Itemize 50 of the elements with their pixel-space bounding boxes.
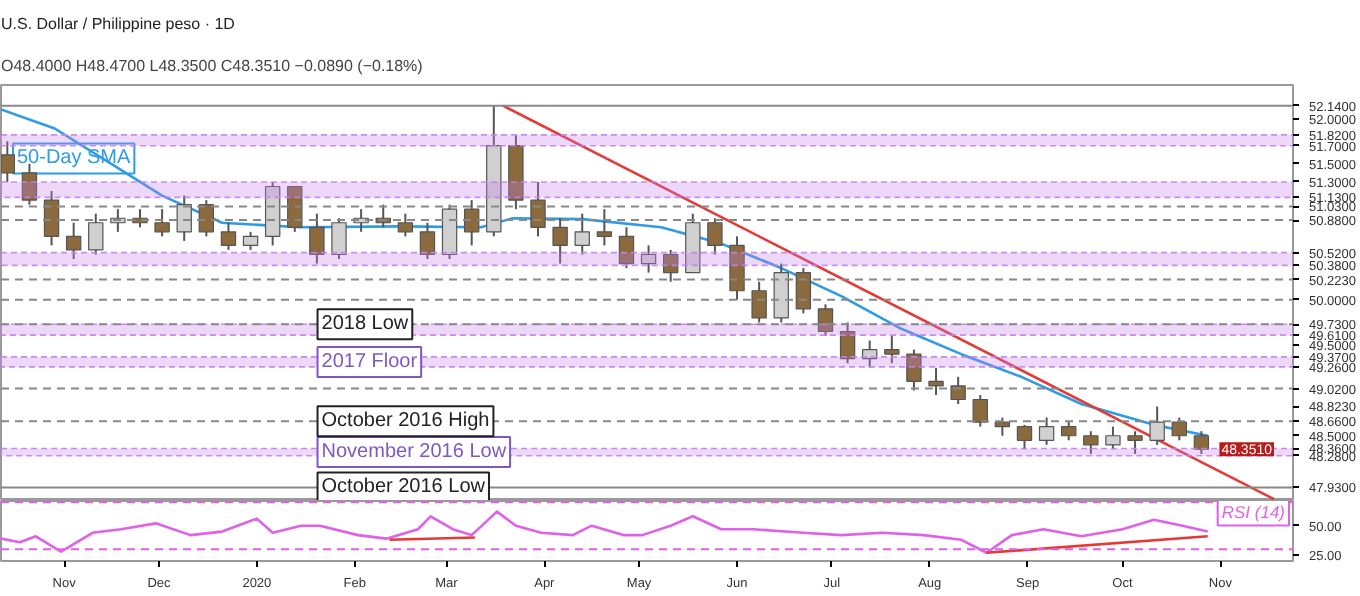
candlestick xyxy=(1105,425,1121,451)
candlestick xyxy=(862,339,878,369)
candlestick xyxy=(1083,430,1099,455)
candlestick xyxy=(839,321,856,365)
candlestick xyxy=(88,212,104,256)
candlestick xyxy=(972,393,988,428)
candlestick xyxy=(1193,430,1210,455)
candlestick xyxy=(1,140,16,183)
ref-line-label: October 2016 High xyxy=(321,410,490,433)
candlestick xyxy=(1171,416,1187,442)
candlestick xyxy=(574,212,590,256)
candlestick xyxy=(640,244,657,274)
candlestick xyxy=(1016,423,1033,451)
candlestick xyxy=(817,303,834,338)
candlestick xyxy=(729,235,745,301)
band-label: 2017 Floor xyxy=(321,350,419,373)
candlestick xyxy=(618,226,635,270)
candlestick xyxy=(220,221,237,251)
candlestick xyxy=(530,180,546,238)
candlestick xyxy=(1061,421,1077,442)
candlestick xyxy=(287,185,303,233)
candlestick xyxy=(707,217,723,256)
candlestick xyxy=(1127,430,1143,455)
candlestick xyxy=(596,208,613,247)
candlestick xyxy=(176,194,192,242)
candlestick xyxy=(662,248,679,283)
candlestick xyxy=(884,335,900,365)
ref-line-label: 2018 Low xyxy=(321,313,410,336)
band-label: November 2016 Low xyxy=(321,441,508,464)
series-label: RSI (14) xyxy=(1221,501,1286,522)
candlestick xyxy=(154,208,170,238)
candlestick xyxy=(397,212,414,238)
candlestick xyxy=(1038,416,1055,446)
candlestick xyxy=(309,212,325,265)
candlestick xyxy=(65,221,82,261)
candlestick xyxy=(331,217,347,261)
chart-title: U.S. Dollar / Philippine peso · 1D xyxy=(1,15,236,33)
candlestick xyxy=(419,221,436,261)
candlestick xyxy=(906,348,922,392)
candlestick xyxy=(1149,405,1165,446)
candlestick xyxy=(773,262,789,324)
candlestick xyxy=(928,366,944,396)
ref-line-label: October 2016 Low xyxy=(321,476,487,499)
candlestick xyxy=(43,190,60,247)
candlestick xyxy=(751,280,767,324)
candlestick xyxy=(242,230,259,251)
candlestick xyxy=(950,375,966,406)
candlestick xyxy=(441,203,458,261)
chart-subtitle: O48.4000 H48.4700 L48.3500 C48.3510 −0.0890 (−0.18%) xyxy=(1,57,424,75)
candlestick xyxy=(552,217,568,265)
